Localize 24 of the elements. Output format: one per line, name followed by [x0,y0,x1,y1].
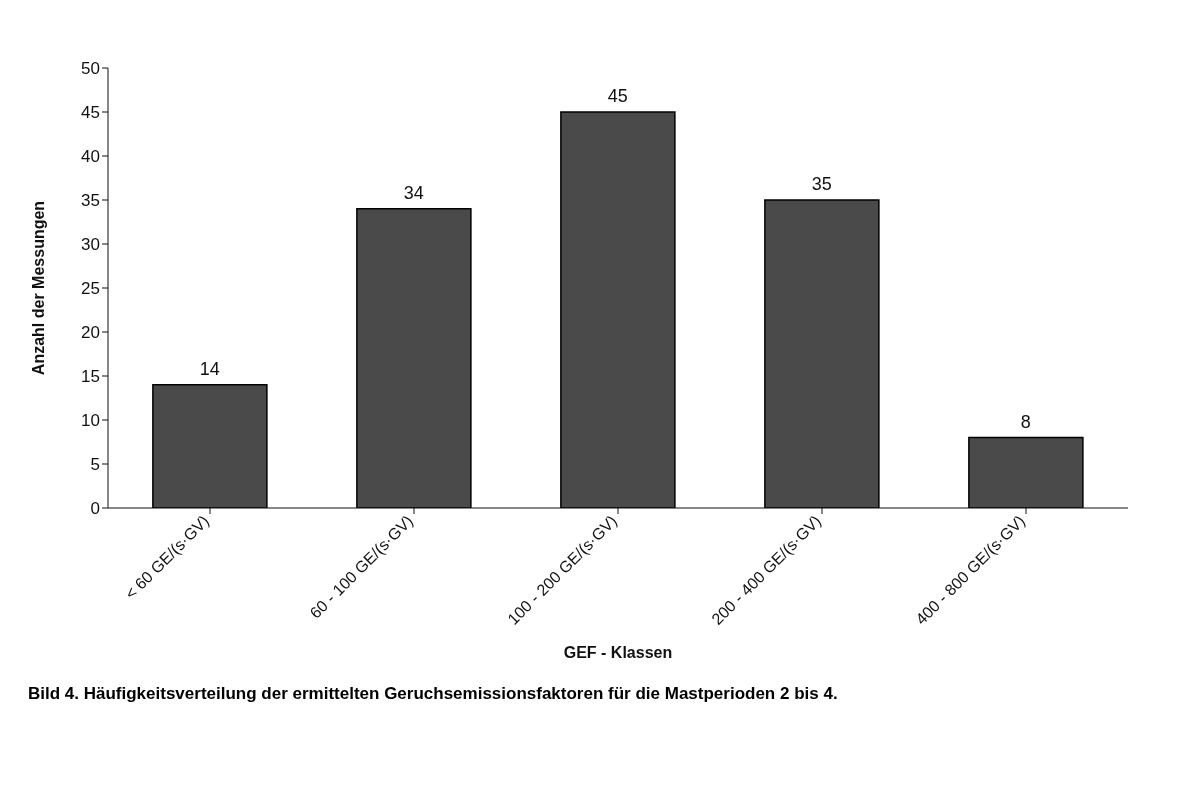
y-tick-label: 35 [81,191,100,211]
bar [356,208,472,508]
bar [968,436,1084,508]
y-tick-label: 45 [81,103,100,123]
bar [152,384,268,508]
data-label: 14 [199,358,220,379]
y-axis-title: Anzahl der Messungen [29,200,47,376]
data-label: 34 [403,182,424,203]
y-tick-label: 50 [81,59,100,79]
bar [764,199,880,508]
y-tick-label: 25 [81,279,100,299]
data-label: 35 [811,174,832,194]
y-tick-label: 20 [81,323,100,343]
y-tick-label: 5 [90,455,100,475]
y-tick-label: 40 [81,147,100,167]
y-tick-label: 15 [81,367,100,387]
data-label: 8 [1020,411,1031,432]
x-axis-title: GEF - Klassen [563,644,673,661]
y-tick-label: 10 [81,411,100,431]
bar [560,111,676,508]
text: Bild 4. Häufigkeitsverteilung der ermittelten Geruchsemissionsfaktoren für die Mastperioden 2 bis 4. [28,684,839,704]
data-label: 45 [607,86,628,106]
y-tick-label: 30 [81,235,100,255]
y-tick-label: 0 [90,499,100,519]
